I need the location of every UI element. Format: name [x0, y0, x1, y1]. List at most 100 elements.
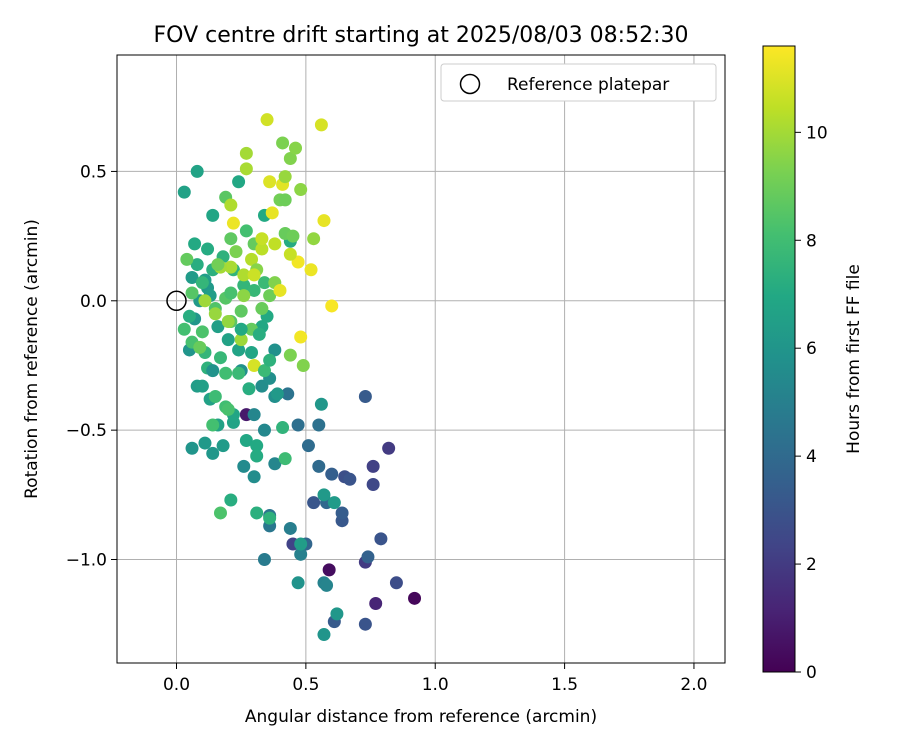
colorbar-tick-label: 2 [806, 555, 817, 575]
colorbar-tick-label: 6 [806, 339, 817, 359]
data-point [325, 467, 339, 481]
colorbar-tick-label: 10 [806, 123, 828, 143]
data-point [198, 294, 212, 308]
data-point [208, 390, 222, 404]
data-point [294, 183, 308, 197]
data-point [195, 276, 209, 290]
data-point [366, 477, 380, 491]
data-point [224, 260, 238, 274]
data-point [320, 578, 334, 592]
data-point [247, 358, 261, 372]
data-point [268, 457, 282, 471]
data-point [296, 358, 310, 372]
data-point [221, 402, 235, 416]
data-point [234, 304, 248, 318]
data-point [188, 237, 202, 251]
data-point [291, 576, 305, 590]
data-point [270, 387, 284, 401]
data-point [195, 379, 209, 393]
data-point [247, 470, 261, 484]
data-point [229, 245, 243, 259]
data-point [257, 364, 271, 378]
data-point [327, 496, 341, 510]
data-point [307, 232, 321, 246]
grid-lines [117, 55, 725, 663]
data-point [314, 397, 328, 411]
x-axis-ticks: 0.0 0.5 1.0 1.5 2.0 [163, 663, 707, 695]
data-point [247, 268, 261, 282]
data-point [314, 118, 328, 132]
data-point [263, 353, 277, 367]
y-tick-label: 0.0 [80, 292, 107, 312]
data-point [213, 506, 227, 520]
data-point [180, 252, 194, 266]
data-point [358, 390, 372, 404]
data-point [221, 314, 235, 328]
data-point [177, 185, 191, 199]
data-point [289, 141, 303, 155]
y-axis-label: Rotation from reference (arcmin) [22, 219, 42, 499]
data-point [185, 271, 199, 285]
data-point [239, 146, 253, 160]
data-point [283, 521, 297, 535]
data-point [245, 252, 259, 266]
data-point [343, 472, 357, 486]
data-point [208, 307, 222, 321]
data-point [232, 175, 246, 189]
data-point [301, 439, 315, 453]
data-point [263, 289, 277, 303]
data-point [255, 242, 269, 256]
data-point [250, 506, 264, 520]
data-point [294, 330, 308, 344]
data-point [206, 364, 220, 378]
data-point [190, 258, 204, 272]
data-point [237, 459, 251, 473]
data-point [268, 343, 282, 357]
data-point [185, 441, 199, 455]
data-point [278, 170, 292, 184]
data-point [182, 309, 196, 323]
data-point [242, 382, 256, 396]
data-point [291, 418, 305, 432]
x-tick-label: 1.0 [422, 675, 449, 695]
colorbar-ticks: 0 2 4 6 8 10 [795, 123, 828, 683]
data-point [206, 208, 220, 222]
data-point [273, 283, 287, 297]
data-point [283, 151, 297, 165]
data-point [389, 576, 403, 590]
colorbar-tick-label: 0 [806, 663, 817, 683]
data-point [224, 232, 238, 246]
data-point [232, 343, 246, 357]
data-point [361, 550, 375, 564]
data-point [263, 175, 277, 189]
data-point [206, 418, 220, 432]
data-point [312, 418, 326, 432]
data-point [307, 496, 321, 510]
data-point [283, 247, 297, 261]
data-point [278, 193, 292, 207]
data-point [224, 198, 238, 212]
data-point [250, 449, 264, 463]
data-point [177, 322, 191, 336]
data-point [221, 333, 235, 347]
x-tick-label: 1.5 [551, 675, 578, 695]
data-point [224, 286, 238, 300]
data-point [265, 206, 279, 220]
y-tick-label: −1.0 [66, 551, 107, 571]
data-point [219, 366, 233, 380]
colorbar: 0 2 4 6 8 10 Hours from first FF file [762, 45, 864, 683]
colorbar-gradient [762, 45, 796, 673]
legend-label: Reference platepar [507, 75, 669, 95]
data-point [408, 591, 422, 605]
colorbar-tick-label: 8 [806, 231, 817, 251]
data-point [294, 547, 308, 561]
data-point [382, 441, 396, 455]
data-point [317, 214, 331, 228]
data-point [317, 488, 331, 502]
x-tick-label: 0.0 [163, 675, 190, 695]
data-point [237, 268, 251, 282]
data-point [190, 164, 204, 178]
data-point [257, 276, 271, 290]
data-point [250, 439, 264, 453]
data-point [286, 229, 300, 243]
